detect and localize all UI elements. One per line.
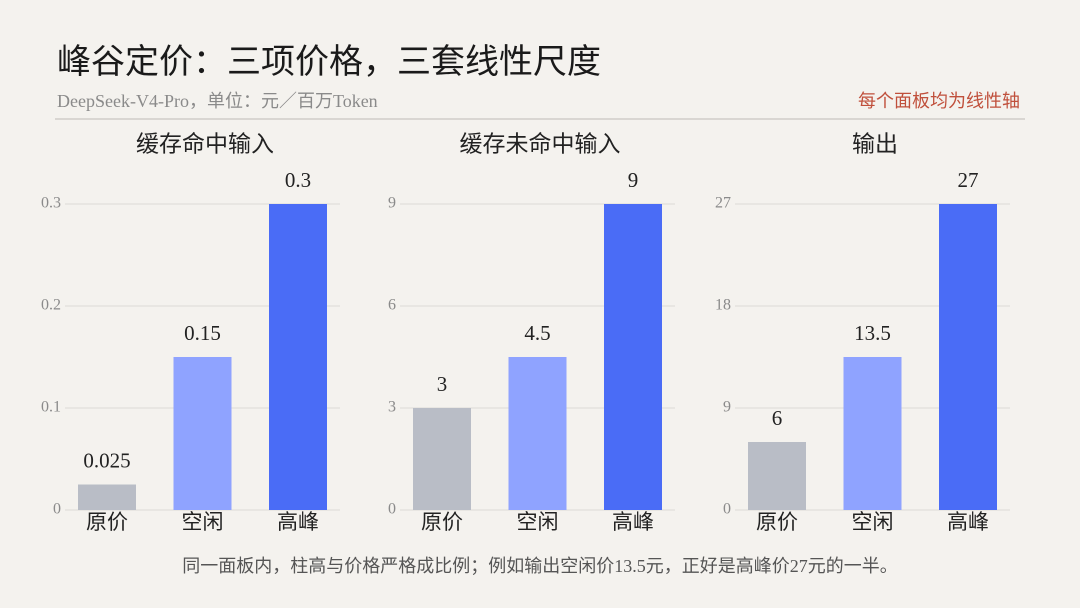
value-label: 3: [437, 372, 448, 396]
y-tick-label: 9: [723, 399, 731, 416]
bar: [604, 204, 662, 510]
value-label: 4.5: [524, 321, 550, 345]
y-tick-label: 27: [715, 195, 731, 212]
footnote: 同一面板内，柱高与价格严格成比例；例如输出空闲价13.5元，正好是高峰价27元的…: [182, 556, 898, 576]
page-title: 峰谷定价：三项价格，三套线性尺度: [57, 43, 601, 81]
x-tick-label: 原价: [421, 510, 463, 534]
bar: [269, 204, 327, 510]
value-label: 0.3: [285, 168, 311, 192]
note: 每个面板均为线性轴: [858, 91, 1020, 111]
bar: [413, 408, 471, 510]
panel-title: 缓存未命中输入: [460, 131, 621, 156]
y-tick-label: 0: [723, 501, 731, 518]
x-tick-label: 高峰: [277, 510, 319, 534]
y-tick-label: 6: [388, 297, 396, 314]
panel-title: 输出: [852, 131, 898, 156]
bar: [508, 357, 567, 510]
value-label: 6: [772, 406, 783, 430]
y-tick-label: 9: [388, 195, 396, 212]
x-tick-label: 空闲: [182, 510, 224, 534]
y-tick-label: 3: [388, 399, 396, 416]
value-label: 0.025: [83, 448, 130, 472]
value-label: 27: [958, 168, 979, 192]
y-tick-label: 0.3: [41, 195, 61, 212]
y-tick-label: 0.2: [41, 297, 61, 314]
bar: [939, 204, 997, 510]
bar: [173, 357, 232, 510]
subtitle: DeepSeek-V4-Pro，单位：元／百万Token: [57, 91, 378, 111]
value-label: 13.5: [854, 321, 891, 345]
x-tick-label: 空闲: [517, 510, 559, 534]
bar: [748, 442, 806, 510]
value-label: 9: [628, 168, 639, 192]
x-tick-label: 高峰: [947, 510, 989, 534]
y-tick-label: 18: [715, 297, 731, 314]
x-tick-label: 原价: [756, 510, 798, 534]
y-tick-label: 0.1: [41, 399, 61, 416]
x-tick-label: 原价: [86, 510, 128, 534]
bar: [78, 484, 136, 510]
x-tick-label: 空闲: [852, 510, 894, 534]
x-tick-label: 高峰: [612, 510, 654, 534]
value-label: 0.15: [184, 321, 221, 345]
bar: [843, 357, 902, 510]
panel-title: 缓存命中输入: [136, 131, 274, 156]
y-tick-label: 0: [388, 501, 396, 518]
y-tick-label: 0: [53, 501, 61, 518]
